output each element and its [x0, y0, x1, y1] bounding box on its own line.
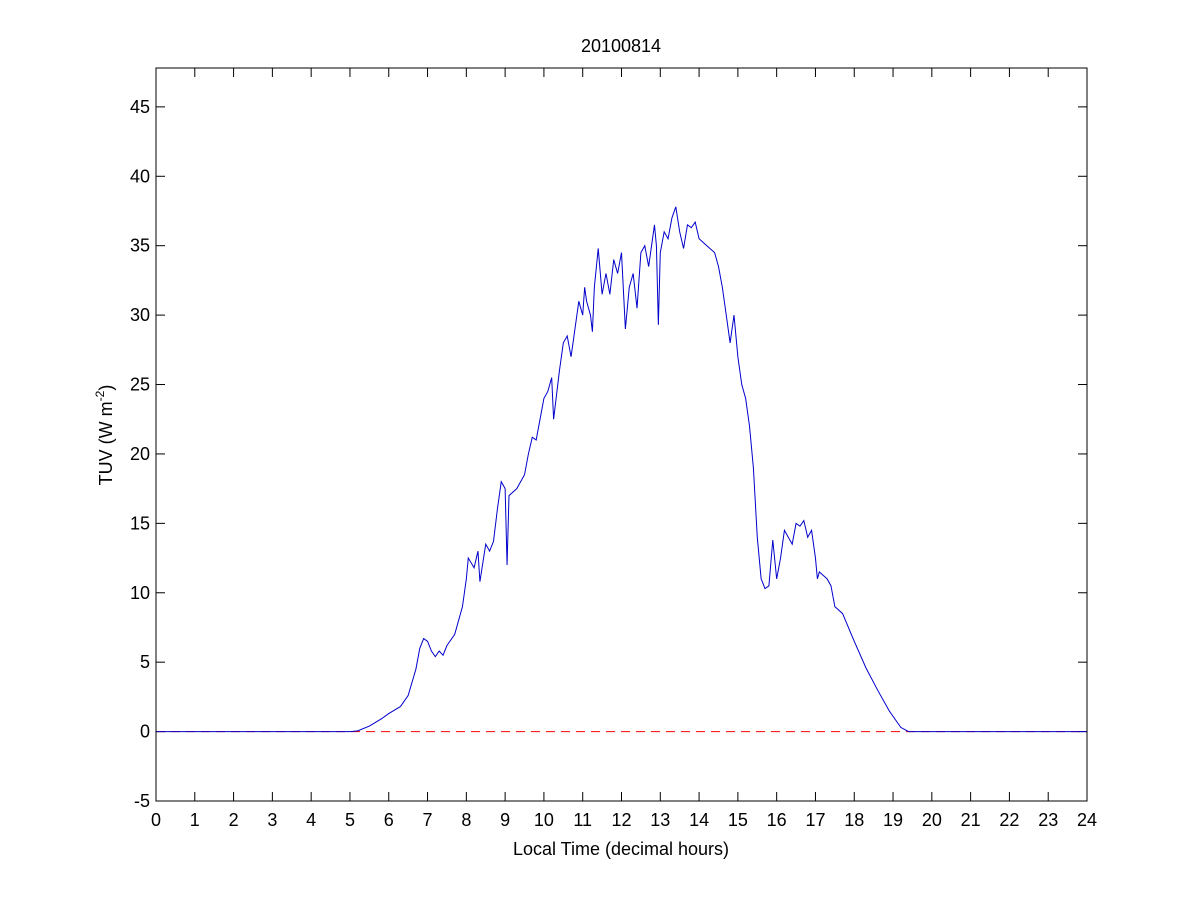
- y-tick-label: 0: [140, 722, 150, 742]
- y-tick-label: 5: [140, 652, 150, 672]
- x-tick-label: 13: [650, 810, 670, 830]
- y-label-suffix: ): [96, 385, 116, 391]
- chart-title: 20100814: [581, 36, 661, 56]
- x-tick-label: 19: [883, 810, 903, 830]
- x-tick-label: 7: [423, 810, 433, 830]
- y-tick-label: 20: [130, 444, 150, 464]
- y-tick-label: 15: [130, 513, 150, 533]
- y-tick-label: -5: [134, 791, 150, 811]
- y-label-sup: -2: [93, 390, 107, 401]
- y-label-text: TUV (W m: [96, 401, 116, 485]
- y-axis-label: TUV (W m-2): [93, 385, 116, 486]
- x-tick-label: 5: [345, 810, 355, 830]
- x-tick-label: 21: [961, 810, 981, 830]
- x-tick-label: 20: [922, 810, 942, 830]
- y-tick-label: 40: [130, 166, 150, 186]
- x-tick-label: 17: [805, 810, 825, 830]
- y-tick-label: 25: [130, 375, 150, 395]
- y-tick-label: 30: [130, 305, 150, 325]
- x-tick-label: 11: [573, 810, 592, 830]
- y-tick-label: 45: [130, 97, 150, 117]
- data-line: [156, 206, 1087, 733]
- x-tick-label: 1: [190, 810, 200, 830]
- x-tick-label: 3: [267, 810, 277, 830]
- x-tick-label: 16: [767, 810, 787, 830]
- x-tick-label: 8: [461, 810, 471, 830]
- x-tick-label: 10: [534, 810, 554, 830]
- x-tick-label: 23: [1038, 810, 1058, 830]
- x-tick-label: 6: [384, 810, 394, 830]
- plot-frame: [155, 67, 1088, 802]
- x-tick-label: 2: [229, 810, 239, 830]
- x-axis-label: Local Time (decimal hours): [513, 839, 729, 859]
- x-tick-label: 18: [844, 810, 864, 830]
- x-tick-label: 12: [611, 810, 631, 830]
- y-tick-label: 10: [130, 583, 150, 603]
- y-tick-label: 35: [130, 236, 150, 256]
- x-tick-label: 4: [306, 810, 316, 830]
- x-tick-label: 22: [999, 810, 1019, 830]
- x-tick-label: 9: [500, 810, 510, 830]
- x-tick-label: 14: [689, 810, 709, 830]
- x-tick-label: 24: [1077, 810, 1097, 830]
- x-tick-label: 15: [728, 810, 748, 830]
- x-tick-label: 0: [151, 810, 161, 830]
